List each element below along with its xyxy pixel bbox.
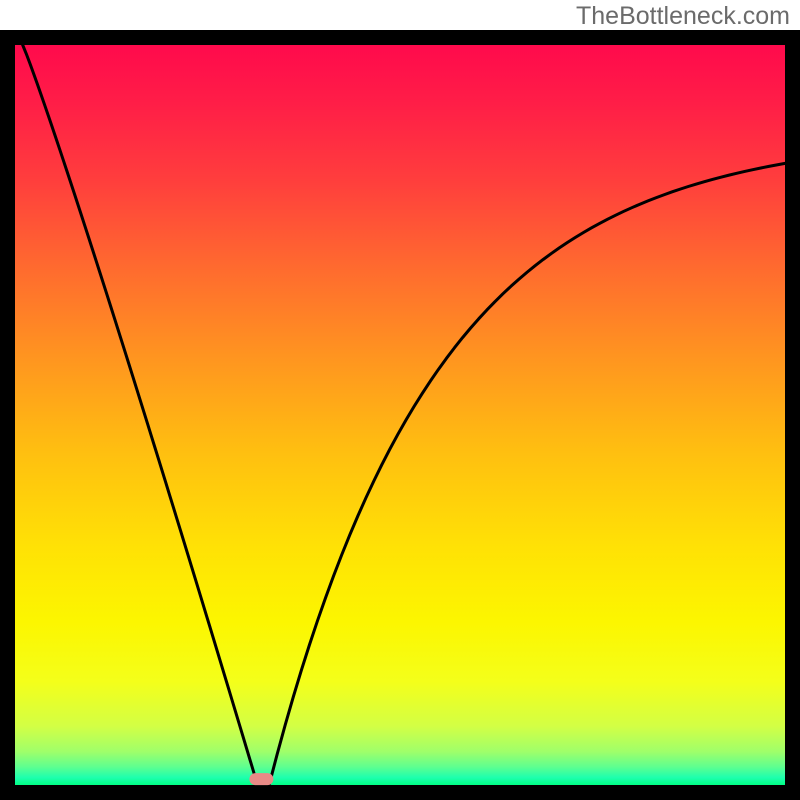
optimum-marker bbox=[249, 773, 273, 785]
bottleneck-chart bbox=[0, 0, 800, 800]
chart-container: TheBottleneck.com bbox=[0, 0, 800, 800]
watermark-text: TheBottleneck.com bbox=[576, 2, 790, 31]
